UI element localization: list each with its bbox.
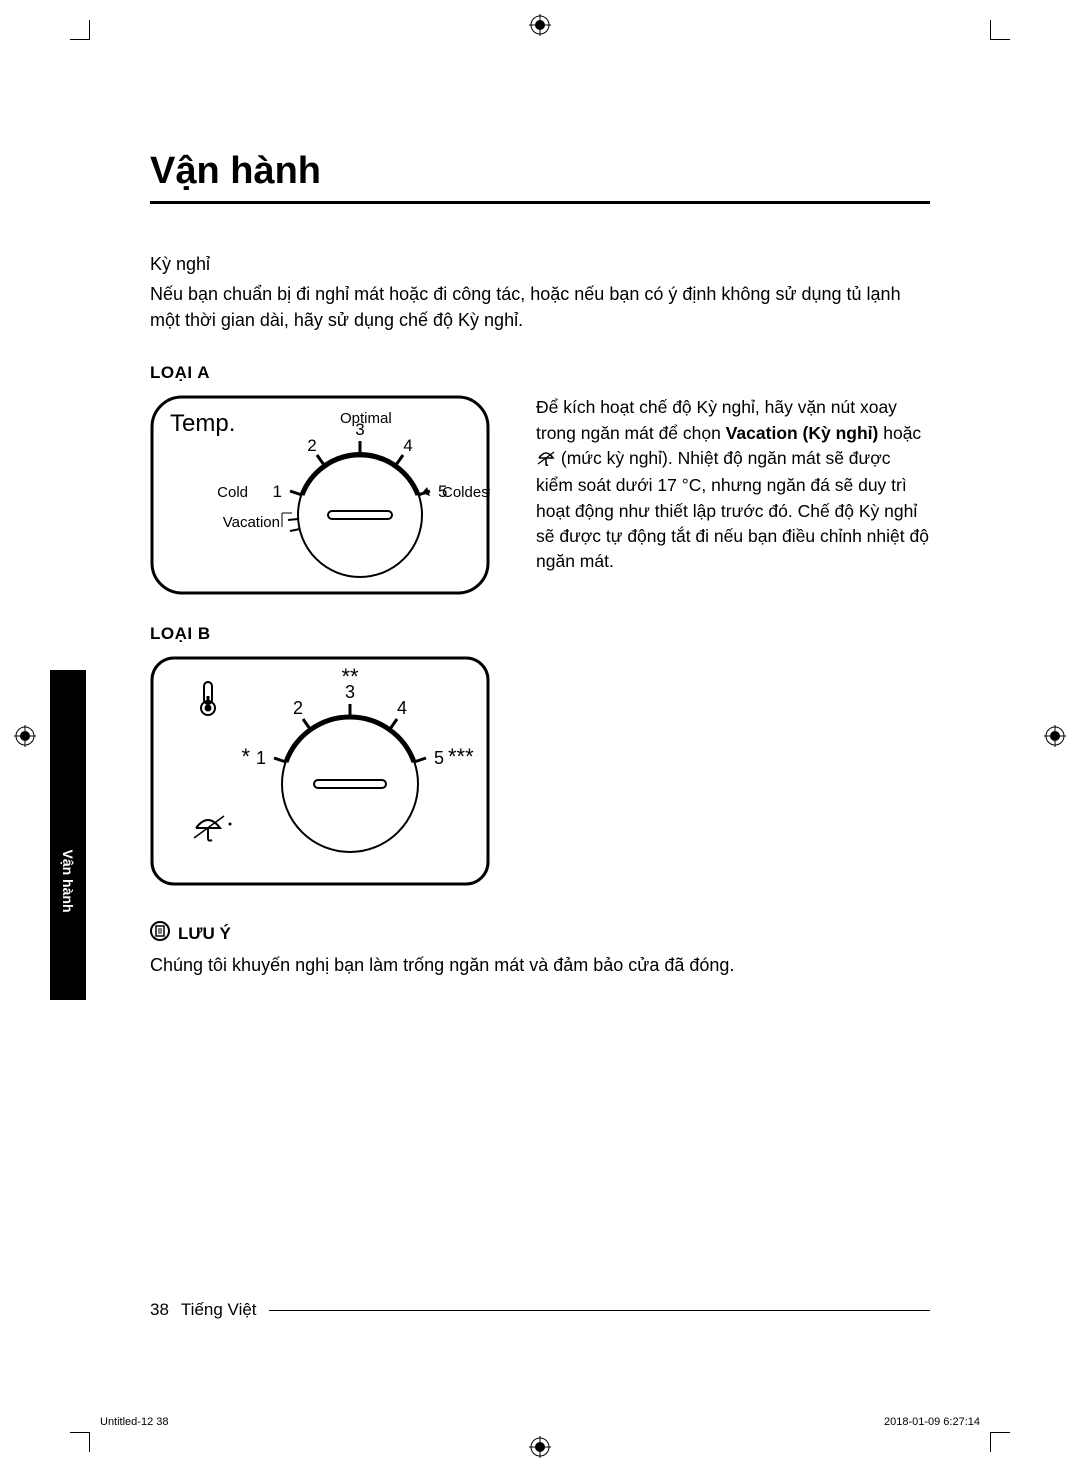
- crop-mark: [70, 20, 90, 40]
- type-a-label: LOẠI A: [150, 363, 930, 383]
- registration-mark-icon: [529, 14, 551, 36]
- svg-text:***: ***: [448, 744, 474, 769]
- svg-text:Temp.: Temp.: [170, 410, 235, 437]
- page-content: Vận hành Vận hành Kỳ nghỉ Nếu bạn chuẩn …: [100, 60, 980, 1412]
- note-label: LƯU Ý: [178, 924, 231, 944]
- page-footer: 38 Tiếng Việt: [150, 1300, 930, 1320]
- vacation-intro: Nếu bạn chuẩn bị đi nghỉ mát hoặc đi côn…: [150, 281, 930, 333]
- svg-text:Optimal: Optimal: [340, 410, 392, 427]
- svg-text:**: **: [341, 664, 359, 689]
- type-a-dial-diagram: Temp. Optimal: [150, 395, 490, 600]
- crop-mark: [990, 20, 1010, 40]
- page-number: 38: [150, 1300, 169, 1320]
- note-text: Chúng tôi khuyến nghị bạn làm trống ngăn…: [150, 952, 930, 978]
- registration-mark-icon: [1044, 725, 1066, 747]
- type-b-label: LOẠI B: [150, 624, 930, 644]
- desc-bold: Vacation (Kỳ nghỉ): [726, 423, 879, 443]
- registration-mark-icon: [14, 725, 36, 747]
- print-filename: Untitled-12 38: [100, 1416, 169, 1428]
- note-heading: LƯU Ý: [150, 921, 930, 946]
- svg-text:2: 2: [293, 698, 303, 718]
- svg-text:1: 1: [273, 482, 282, 501]
- footer-rule: [269, 1310, 930, 1311]
- vacation-heading: Kỳ nghỉ: [150, 254, 930, 275]
- svg-text:4: 4: [397, 698, 407, 718]
- registration-mark-icon: [529, 1436, 551, 1458]
- print-timestamp: 2018-01-09 6:27:14: [884, 1416, 980, 1428]
- svg-text:5: 5: [434, 748, 444, 768]
- crop-mark: [70, 1432, 90, 1452]
- svg-text:*: *: [241, 744, 250, 769]
- svg-text:4: 4: [403, 436, 412, 455]
- footer-lang: Tiếng Việt: [181, 1300, 257, 1320]
- umbrella-icon: [536, 448, 556, 473]
- svg-text:1: 1: [256, 748, 266, 768]
- side-tab-label: Vận hành: [60, 850, 76, 913]
- svg-text:3: 3: [355, 420, 364, 439]
- page-title: Vận hành: [150, 150, 930, 204]
- type-b-dial-diagram: 1 2 3 4 5 * ** ***: [150, 656, 930, 891]
- crop-mark: [990, 1432, 1010, 1452]
- type-a-description: Để kích hoạt chế độ Kỳ nghỉ, hãy vặn nút…: [536, 395, 930, 575]
- side-tab: Vận hành: [50, 670, 86, 1000]
- desc-part2: hoặc: [878, 423, 921, 443]
- print-footer: Untitled-12 38 2018-01-09 6:27:14: [100, 1416, 980, 1428]
- svg-text:Cold: Cold: [217, 484, 248, 501]
- svg-text:Vacation: Vacation: [223, 514, 280, 531]
- svg-text:Coldest: Coldest: [442, 484, 490, 501]
- svg-text:2: 2: [307, 436, 316, 455]
- desc-part3: (mức kỳ nghỉ). Nhiệt độ ngăn mát sẽ được…: [536, 448, 929, 572]
- note-icon: [150, 921, 170, 946]
